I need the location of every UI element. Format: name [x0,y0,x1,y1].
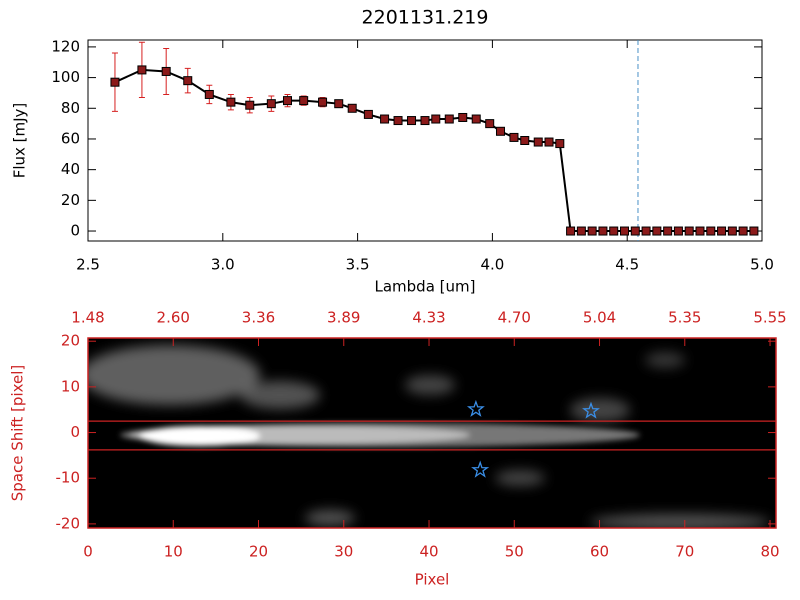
y-tick-label: 100 [51,68,80,86]
data-point [620,226,630,236]
data-point [363,109,373,119]
data-point [509,132,519,142]
x2-tick-label: 5.55 [753,309,786,327]
data-point [299,96,309,106]
data-point [266,99,276,109]
x-tick-label: 60 [590,543,609,561]
data-point [431,114,441,124]
data-point [544,137,554,147]
star-marker [471,460,490,478]
data-point [393,116,403,126]
data-point [652,226,662,236]
data-point [495,126,505,136]
y-tick-label: 60 [61,129,80,147]
data-point [245,100,255,110]
y-axis-label: Flux [mJy] [11,103,29,179]
data-point [347,103,357,113]
x2-tick-label: 2.60 [157,309,190,327]
y-tick-label: 0 [70,222,80,240]
data-point [717,226,727,236]
y-tick-label: 40 [61,160,80,178]
x2-tick-label: 5.04 [583,309,616,327]
x2-tick-label: 3.36 [242,309,275,327]
data-point [609,226,619,236]
y-axis-label: Space Shift [pixel] [9,365,27,502]
data-point [334,99,344,109]
x-tick-label: 4.0 [480,256,504,274]
x-tick-label: 5.0 [750,256,774,274]
data-point [555,139,565,149]
data-point [420,116,430,126]
data-point [533,137,543,147]
y-tick-label: -10 [56,469,81,487]
data-point [226,97,236,107]
x-tick-label: 0 [83,543,93,561]
x-tick-label: 2.5 [76,256,100,274]
x-axis-label: Pixel [415,571,450,589]
data-point [749,226,759,236]
star-marker [466,399,485,417]
data-point [566,226,576,236]
data-point [485,119,495,129]
star-marker [582,401,600,419]
data-point [663,226,673,236]
x2-tick-label: 3.89 [327,309,360,327]
y-tick-label: 10 [61,377,80,395]
data-point [204,89,214,99]
data-point [380,114,390,124]
data-point [727,226,737,236]
x-tick-label: 70 [675,543,694,561]
x-tick-label: 10 [164,543,183,561]
plot-frame [87,39,763,242]
x-tick-label: 30 [334,543,353,561]
data-point [673,226,683,236]
x-tick-label: 4.5 [615,256,639,274]
x-tick-label: 20 [249,543,268,561]
data-point [738,226,748,236]
data-point [458,112,468,122]
data-point [598,226,608,236]
x-tick-label: 50 [505,543,524,561]
chart-title: 2201131.219 [362,7,489,29]
x-tick-label: 80 [760,543,779,561]
x-tick-label: 3.5 [346,256,370,274]
data-point [630,226,640,236]
x-axis-label: Lambda [um] [375,278,476,296]
y-tick-label: 20 [61,332,80,350]
data-point [695,226,705,236]
data-point [283,96,293,106]
data-point [520,136,530,145]
x-tick-label: 3.0 [211,256,235,274]
y-tick-label: 20 [61,191,80,209]
data-point [684,226,694,236]
spectrum-image [88,338,776,528]
data-point [137,65,147,75]
data-point [110,77,120,87]
data-point [587,226,597,236]
y-tick-label: 80 [61,99,80,117]
data-point [407,116,417,126]
y-tick-label: 120 [51,37,80,55]
data-point [576,226,586,236]
x2-tick-label: 1.48 [71,309,104,327]
y-tick-label: -20 [56,514,81,532]
x2-tick-label: 5.35 [668,309,701,327]
data-point [183,76,193,86]
data-point [318,97,328,107]
x2-tick-label: 4.33 [412,309,445,327]
data-point [444,114,454,124]
data-point [706,226,716,236]
data-point [471,114,481,124]
data-point [641,226,651,236]
x2-tick-label: 4.70 [498,309,531,327]
data-point [161,66,171,76]
y-tick-label: 0 [70,423,80,441]
x-tick-label: 40 [419,543,438,561]
